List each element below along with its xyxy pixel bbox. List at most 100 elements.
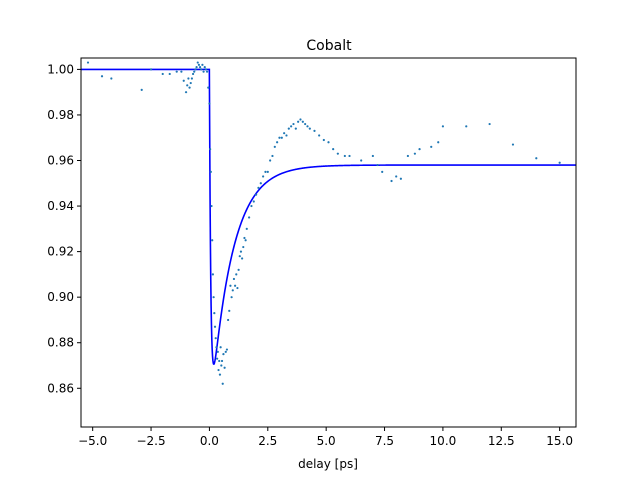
y-tick-label: 1.00 bbox=[47, 62, 74, 76]
data-point bbox=[241, 257, 244, 260]
data-point bbox=[360, 159, 363, 162]
data-point bbox=[395, 175, 398, 178]
data-point bbox=[168, 72, 171, 76]
data-point bbox=[180, 70, 183, 73]
data-point bbox=[292, 122, 295, 126]
data-point bbox=[196, 61, 199, 64]
data-point bbox=[195, 66, 198, 69]
data-point bbox=[187, 77, 190, 80]
data-point bbox=[211, 239, 214, 242]
data-point bbox=[224, 350, 227, 353]
data-point bbox=[239, 250, 243, 253]
plot-area bbox=[81, 61, 576, 385]
data-point bbox=[225, 348, 229, 351]
x-tick-label: −5.0 bbox=[78, 434, 107, 448]
fit-line bbox=[81, 68, 576, 366]
data-point bbox=[232, 277, 236, 281]
data-point bbox=[376, 163, 379, 167]
data-point bbox=[221, 382, 224, 385]
chart-title: Cobalt bbox=[306, 38, 352, 54]
data-point bbox=[248, 216, 251, 219]
x-tick-label: 12.5 bbox=[488, 434, 515, 448]
data-point bbox=[86, 61, 90, 64]
data-point bbox=[220, 359, 224, 363]
data-point bbox=[184, 91, 188, 94]
data-point bbox=[488, 122, 491, 126]
data-point bbox=[189, 81, 192, 85]
data-point bbox=[413, 152, 416, 155]
data-point bbox=[252, 200, 255, 203]
data-point bbox=[332, 148, 335, 151]
data-point bbox=[242, 245, 245, 249]
data-point bbox=[182, 79, 185, 82]
data-point bbox=[441, 125, 445, 128]
data-point bbox=[190, 77, 194, 80]
data-point bbox=[235, 273, 238, 276]
data-point bbox=[214, 337, 217, 340]
data-point bbox=[273, 145, 276, 148]
data-point bbox=[318, 134, 321, 137]
data-point bbox=[271, 154, 274, 158]
data-point bbox=[204, 68, 208, 71]
data-point bbox=[348, 154, 351, 158]
y-tick-label: 0.92 bbox=[47, 245, 74, 259]
data-point bbox=[406, 154, 409, 158]
data-point bbox=[290, 125, 293, 128]
data-point bbox=[308, 127, 311, 130]
data-point bbox=[343, 154, 346, 158]
data-point bbox=[285, 134, 288, 137]
data-point bbox=[229, 284, 232, 287]
data-point bbox=[210, 204, 213, 208]
data-point bbox=[218, 359, 221, 363]
data-point bbox=[238, 255, 241, 258]
data-point bbox=[220, 364, 223, 367]
data-point bbox=[437, 141, 440, 144]
data-point bbox=[278, 136, 281, 139]
x-axis-label: delay [ps] bbox=[298, 457, 358, 471]
x-tick-label: 0.0 bbox=[200, 434, 219, 448]
x-tick-label: 10.0 bbox=[430, 434, 457, 448]
data-point bbox=[211, 273, 215, 276]
y-tick-label: 0.88 bbox=[47, 336, 74, 350]
data-point bbox=[203, 66, 206, 69]
data-point bbox=[283, 132, 286, 135]
data-point bbox=[222, 353, 225, 356]
data-point bbox=[276, 141, 279, 144]
data-point bbox=[371, 154, 374, 158]
data-point bbox=[390, 179, 393, 183]
data-point bbox=[259, 182, 262, 185]
data-point bbox=[207, 86, 210, 89]
data-point bbox=[202, 70, 205, 73]
data-point bbox=[306, 125, 309, 128]
data-point bbox=[223, 366, 226, 369]
data-point bbox=[245, 227, 248, 230]
data-point bbox=[217, 368, 220, 372]
data-point bbox=[299, 118, 302, 121]
data-point bbox=[212, 296, 215, 299]
y-tick-label: 0.86 bbox=[47, 381, 74, 395]
data-point bbox=[186, 84, 189, 87]
x-tick-label: −2.5 bbox=[136, 434, 165, 448]
data-point bbox=[100, 75, 104, 78]
data-point bbox=[227, 318, 230, 322]
data-point bbox=[149, 68, 153, 71]
data-point bbox=[257, 186, 260, 189]
data-point bbox=[201, 63, 204, 66]
data-point bbox=[198, 66, 202, 69]
data-point bbox=[465, 125, 468, 128]
y-tick-label: 0.90 bbox=[47, 290, 74, 304]
data-point bbox=[219, 346, 222, 349]
data-point bbox=[558, 161, 561, 164]
data-point bbox=[511, 143, 515, 146]
data-point bbox=[213, 312, 216, 315]
data-point bbox=[535, 157, 538, 160]
data-point bbox=[266, 170, 269, 173]
data-point bbox=[294, 127, 297, 130]
data-point bbox=[194, 68, 197, 71]
data-point bbox=[287, 127, 290, 130]
x-tick-label: 2.5 bbox=[258, 434, 277, 448]
data-point bbox=[430, 145, 433, 148]
data-point bbox=[193, 70, 196, 73]
